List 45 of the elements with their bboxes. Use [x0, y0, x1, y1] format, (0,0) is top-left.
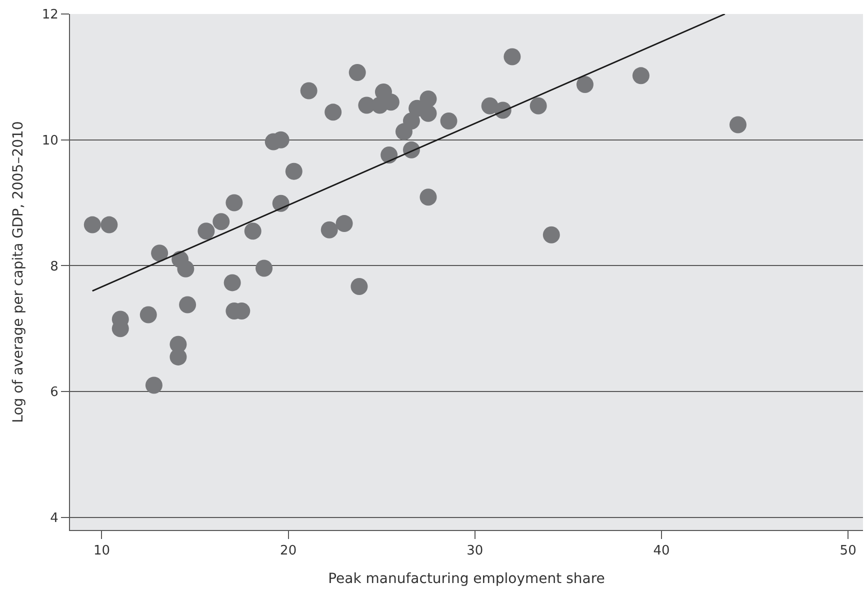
point — [226, 194, 243, 212]
point — [440, 112, 458, 130]
point — [420, 188, 437, 206]
point — [420, 90, 437, 108]
point — [151, 244, 168, 262]
point — [320, 221, 338, 238]
point — [530, 97, 547, 114]
x-tick-label: 20 — [280, 544, 297, 559]
x-axis-title: Peak manufacturing employment share — [328, 570, 605, 587]
point — [285, 162, 302, 180]
point — [179, 296, 196, 314]
point — [632, 67, 650, 84]
point — [350, 278, 368, 295]
point — [380, 146, 398, 164]
point — [256, 260, 273, 277]
point — [504, 48, 521, 66]
point — [542, 226, 560, 244]
y-axis-title: Log of average per capita GDP, 2005–2010 — [10, 121, 26, 423]
point — [730, 116, 746, 134]
point — [140, 306, 157, 324]
point — [348, 64, 366, 82]
point — [84, 216, 101, 234]
y-tick-label: 10 — [42, 133, 58, 148]
x-tick-label: 50 — [840, 544, 856, 559]
point — [272, 194, 290, 212]
x-tick-label: 10 — [93, 544, 110, 559]
point — [244, 222, 262, 240]
point — [402, 112, 420, 130]
x-tick-label: 30 — [466, 544, 484, 559]
point — [198, 222, 215, 240]
y-tick-label: 6 — [50, 385, 58, 400]
point — [336, 215, 353, 232]
point — [324, 104, 342, 121]
x-tick-label: 40 — [653, 544, 670, 559]
point — [576, 76, 594, 93]
point — [100, 216, 118, 234]
y-tick-label: 8 — [50, 259, 58, 274]
point — [300, 82, 318, 100]
point — [177, 260, 194, 278]
point — [420, 104, 437, 122]
y-tick-label: 4 — [50, 510, 58, 526]
y-tick-label: 12 — [42, 8, 58, 23]
point — [224, 274, 241, 292]
point — [145, 376, 162, 394]
point — [212, 213, 230, 230]
